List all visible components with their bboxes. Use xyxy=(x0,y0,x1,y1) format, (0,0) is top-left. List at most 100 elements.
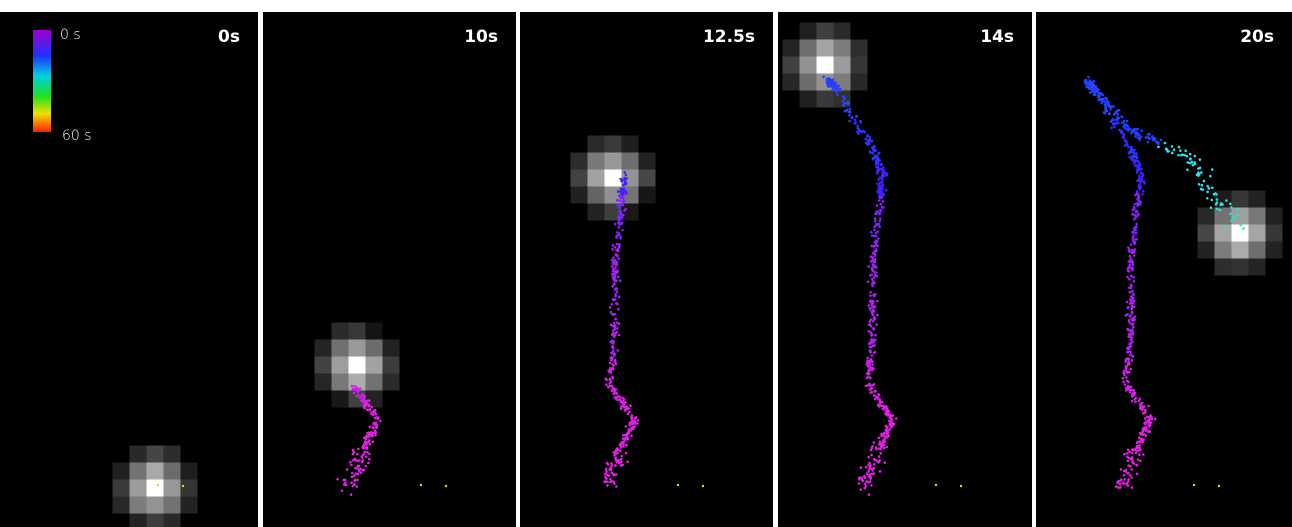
track-dot xyxy=(603,481,606,484)
track-dot xyxy=(358,469,361,472)
track-dot xyxy=(878,152,881,155)
track-dot xyxy=(875,323,878,326)
track-dot xyxy=(869,294,872,297)
track-dot xyxy=(616,291,619,294)
track-dot xyxy=(873,228,876,231)
intensity-pixel xyxy=(181,497,198,514)
track-dot xyxy=(375,421,378,424)
track-dot xyxy=(611,363,614,366)
track-dot xyxy=(1129,474,1132,477)
track-dot xyxy=(1194,163,1197,166)
track-dot xyxy=(612,342,615,345)
track-dot xyxy=(878,455,881,458)
track-dot xyxy=(1230,206,1233,209)
track-dot xyxy=(374,434,377,437)
intensity-pixel xyxy=(1249,208,1266,225)
panel-label: 0s xyxy=(218,27,240,47)
panel-label: 10s xyxy=(464,27,498,47)
track-dot xyxy=(374,429,377,432)
track-dot xyxy=(849,108,852,111)
track-dot xyxy=(625,192,628,195)
track-dot xyxy=(341,489,344,492)
track-dot xyxy=(1137,199,1140,202)
track-dot xyxy=(611,385,614,388)
track-dot xyxy=(623,398,626,401)
track-dot xyxy=(350,493,353,496)
track-dot xyxy=(1164,142,1167,145)
track-dot xyxy=(377,418,380,421)
track-dot xyxy=(868,265,871,268)
page: 0s10s12.5s14s20s 0 s 60 s (() => { const… xyxy=(0,0,1292,527)
track-dot xyxy=(1131,328,1134,331)
track-dot xyxy=(1139,178,1142,181)
track-dot xyxy=(1118,129,1121,132)
track-dot xyxy=(611,248,614,251)
track-dot xyxy=(1132,320,1135,323)
track-dot xyxy=(372,440,375,443)
track-dot xyxy=(616,452,619,455)
track-dot xyxy=(1131,359,1134,362)
track-dot xyxy=(866,135,869,138)
track-dot xyxy=(1104,106,1107,109)
intensity-pixel xyxy=(1232,208,1249,225)
track-dot xyxy=(1186,161,1189,164)
track-dot xyxy=(617,349,620,352)
track-dot xyxy=(619,237,622,240)
track-dot xyxy=(882,183,885,186)
track-dot xyxy=(1136,157,1139,160)
track-dot xyxy=(622,214,625,217)
track-dot xyxy=(352,485,355,488)
panels: 0s10s12.5s14s20s xyxy=(0,12,1292,527)
track-dot xyxy=(881,180,884,183)
track-dot xyxy=(1129,127,1132,130)
track-dot xyxy=(609,371,612,374)
track-dot xyxy=(624,401,627,404)
track-dot xyxy=(621,179,624,182)
track-dot xyxy=(1197,167,1200,170)
track-dot xyxy=(629,404,632,407)
intensity-pixel xyxy=(332,391,349,408)
track-dot xyxy=(368,405,371,408)
track-dot xyxy=(611,333,614,336)
track-dot xyxy=(616,331,619,334)
track-dot xyxy=(885,189,888,192)
track-dot xyxy=(610,462,613,465)
track-dot xyxy=(1134,232,1137,235)
track-dot xyxy=(614,361,617,364)
intensity-pixel xyxy=(1249,191,1266,208)
track-dot xyxy=(1132,297,1135,300)
track-dot xyxy=(872,147,875,150)
track-dot xyxy=(1129,391,1132,394)
track-dot xyxy=(618,334,621,337)
track-dot xyxy=(874,220,877,223)
intensity-pixel xyxy=(800,57,817,74)
track-dot xyxy=(1133,207,1136,210)
track-dot xyxy=(862,479,865,482)
track-dot xyxy=(631,422,634,425)
track-dot xyxy=(612,244,615,247)
panel-label: 14s xyxy=(980,27,1014,47)
track-dot xyxy=(617,395,620,398)
track-dot xyxy=(1134,159,1137,162)
intensity-pixel xyxy=(851,57,868,74)
track-dot xyxy=(1125,482,1128,485)
track-dot xyxy=(882,166,885,169)
track-dot xyxy=(1126,452,1129,455)
track-dot xyxy=(890,426,893,429)
track-dot xyxy=(363,437,366,440)
track-dot xyxy=(1128,156,1131,159)
track-dot xyxy=(1124,124,1127,127)
track-dot xyxy=(1134,194,1137,197)
track-dot xyxy=(355,459,358,462)
track-dot xyxy=(1125,365,1128,368)
intensity-pixel xyxy=(639,170,656,187)
track-dot xyxy=(1201,188,1204,191)
track-dot xyxy=(1147,405,1150,408)
track-dot xyxy=(881,174,884,177)
track-dot xyxy=(350,464,353,467)
track-dot xyxy=(1129,298,1132,301)
track-dot xyxy=(873,245,876,248)
track-dot xyxy=(618,226,621,229)
colorbar-min-label: 0 s xyxy=(60,27,81,43)
track-dot xyxy=(1147,133,1150,136)
